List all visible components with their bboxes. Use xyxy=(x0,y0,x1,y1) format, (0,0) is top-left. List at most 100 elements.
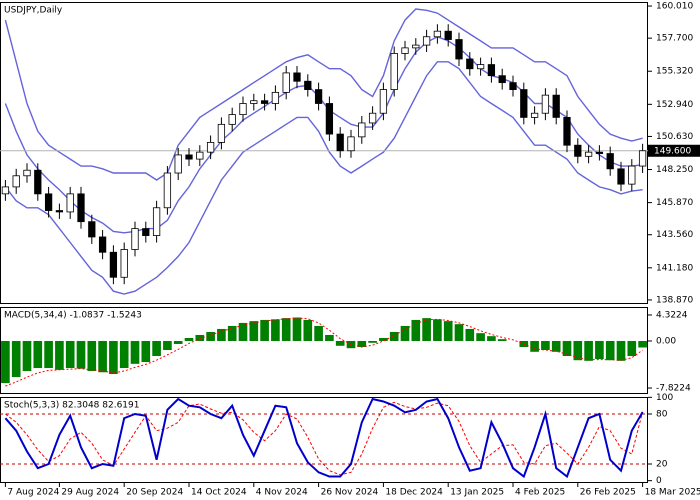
candle-body xyxy=(185,154,193,160)
y-tick-label: 160.010 xyxy=(656,2,693,12)
macd-bar xyxy=(44,340,53,369)
panel-title: USDJPY,Daily xyxy=(4,6,63,16)
macd-bar xyxy=(141,340,151,363)
macd-bar xyxy=(627,340,637,357)
last-price-box xyxy=(648,144,700,157)
y-tick-label: 143.560 xyxy=(656,230,693,240)
macd-bar xyxy=(314,325,323,341)
candle-body xyxy=(347,136,355,152)
macd-bar xyxy=(271,319,280,341)
macd-bar xyxy=(411,319,421,341)
candle-body xyxy=(466,58,474,70)
candle-body xyxy=(271,91,280,104)
macd-bar xyxy=(98,340,107,373)
macd-bar xyxy=(335,340,345,346)
stoch-signal xyxy=(5,401,644,476)
candle-body xyxy=(476,64,485,70)
candle-body xyxy=(23,169,31,177)
panel-title: MACD(5,34,4) -1.0837 -1.5243 xyxy=(4,311,142,321)
candle-body xyxy=(433,30,442,38)
candle-body xyxy=(541,94,550,114)
x-tick-label: 26 Feb 2025 xyxy=(580,488,636,498)
candle-body xyxy=(325,103,334,135)
candle-body xyxy=(12,175,20,188)
candle-body xyxy=(552,94,560,118)
x-tick-label: 4 Feb 2025 xyxy=(515,488,565,498)
candle-body xyxy=(304,80,312,90)
candle-body xyxy=(563,116,571,146)
candle-body xyxy=(1,186,10,195)
y-tick-label: 145.870 xyxy=(656,198,693,208)
candle-body xyxy=(390,53,398,90)
candle-body xyxy=(358,122,366,138)
candle-body xyxy=(379,89,388,114)
macd-bar xyxy=(379,337,388,341)
candle-body xyxy=(163,172,172,209)
last-price-label: 149.600 xyxy=(654,146,691,156)
macd-bar xyxy=(195,334,205,341)
macd-bar xyxy=(530,340,539,352)
macd-bar xyxy=(433,319,442,341)
candle-body xyxy=(336,133,344,152)
y-tick-label: 141.180 xyxy=(656,263,693,273)
candle-body xyxy=(617,168,625,185)
macd-bar xyxy=(292,317,302,341)
macd-bar xyxy=(400,325,410,341)
candle-body xyxy=(584,151,593,157)
macd-bar xyxy=(605,340,615,361)
candle-body xyxy=(401,47,409,54)
macd-bar xyxy=(217,328,226,341)
candle-body xyxy=(422,36,431,46)
panel-frame xyxy=(0,397,648,483)
stoch-main xyxy=(4,397,644,479)
y-tick-label: 148.250 xyxy=(656,165,693,175)
candle-body xyxy=(628,165,636,185)
x-tick-label: 14 Oct 2024 xyxy=(191,488,247,498)
candle-body xyxy=(638,150,647,167)
candle-body xyxy=(368,112,377,124)
macd-bar xyxy=(638,340,647,348)
x-tick-label: 26 Nov 2024 xyxy=(321,488,379,498)
candle-body xyxy=(455,39,463,60)
macd-bar xyxy=(325,334,334,341)
macd-bar xyxy=(476,333,485,341)
bollinger-middle xyxy=(4,36,643,234)
y-tick-label: 0.00 xyxy=(656,336,676,346)
macd-bar xyxy=(465,328,475,341)
macd-bar xyxy=(238,322,248,341)
candle-body xyxy=(282,72,290,93)
macd-bar xyxy=(573,340,583,361)
macd-bar xyxy=(281,318,291,341)
macd-bar xyxy=(562,340,572,357)
candle-body xyxy=(606,153,614,170)
macd-bar xyxy=(487,336,496,341)
candle-body xyxy=(228,114,236,125)
panel-frame xyxy=(0,2,648,304)
candle-body xyxy=(152,207,161,236)
macd-bar xyxy=(443,321,453,341)
candle-body xyxy=(595,151,604,154)
macd-bar xyxy=(173,340,183,344)
macd-bar xyxy=(130,340,140,364)
bollinger-lower xyxy=(4,61,643,295)
y-tick-label: 138.870 xyxy=(656,295,693,305)
candle-body xyxy=(530,112,539,118)
candle-body xyxy=(444,30,452,40)
candle-body xyxy=(260,100,269,104)
candle-body xyxy=(174,154,182,174)
macd-bar xyxy=(616,340,626,361)
candle-body xyxy=(98,236,107,253)
bollinger-upper xyxy=(4,8,643,181)
candle-body xyxy=(142,228,150,236)
macd-bar xyxy=(260,319,269,341)
candle-body xyxy=(88,221,96,238)
y-tick-label: 20 xyxy=(656,460,668,470)
macd-bar xyxy=(454,324,464,341)
x-tick-label: 20 Sep 2024 xyxy=(126,488,183,498)
macd-bar xyxy=(206,331,215,341)
macd-bar xyxy=(303,319,313,341)
macd-bar xyxy=(87,340,97,372)
y-tick-label: 155.320 xyxy=(656,67,693,77)
macd-bar xyxy=(22,340,32,372)
